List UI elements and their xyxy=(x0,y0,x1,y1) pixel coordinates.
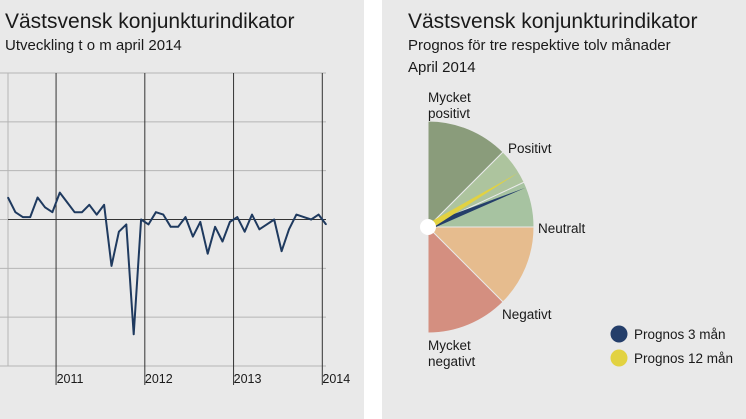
data-point xyxy=(147,223,150,226)
data-point xyxy=(95,213,98,216)
data-point xyxy=(66,201,68,204)
left-chart-subtitle: Utveckling t o m april 2014 xyxy=(5,37,182,54)
right-panel: Västsvensk konjunkturindikator Prognos f… xyxy=(382,0,746,419)
data-point xyxy=(258,228,261,231)
data-point xyxy=(206,252,209,255)
data-point xyxy=(81,211,83,213)
line-chart: 2011 2012 2013 2014 xyxy=(0,72,350,386)
gauge-segment xyxy=(426,226,535,303)
data-point xyxy=(214,226,216,228)
data-point xyxy=(184,216,187,218)
data-point xyxy=(325,223,327,226)
data-point xyxy=(51,211,54,213)
segment-label: Negativt xyxy=(502,307,552,322)
legend-label: Prognos 3 mån xyxy=(634,327,726,342)
segment-label: Mycket xyxy=(428,338,471,353)
legend-label: Prognos 12 mån xyxy=(634,351,733,366)
data-point xyxy=(303,216,305,218)
pointer-needle xyxy=(426,172,518,230)
data-point xyxy=(36,196,39,199)
pointer-needle xyxy=(426,187,526,230)
x-tick-label: 2013 xyxy=(234,372,262,386)
data-point xyxy=(266,223,268,226)
data-point xyxy=(288,228,290,231)
right-chart-subtitle: Prognos för tre respektive tolv månader xyxy=(408,37,671,54)
data-point xyxy=(110,265,113,267)
gauge-segment xyxy=(427,225,504,334)
right-chart-date: April 2014 xyxy=(408,59,476,76)
data-point xyxy=(295,213,298,216)
gauge-chart: MycketpositivtPositivtNeutraltNegativtMy… xyxy=(420,90,733,369)
data-point xyxy=(14,211,17,213)
segment-label: negativt xyxy=(428,354,476,369)
data-point xyxy=(29,216,31,218)
data-point xyxy=(125,223,128,226)
x-tick-label: 2014 xyxy=(322,372,350,386)
x-tick-label: 2011 xyxy=(57,372,84,386)
data-point xyxy=(199,221,202,223)
data-point xyxy=(251,213,253,216)
data-point xyxy=(280,250,283,253)
x-tick-label: 2012 xyxy=(145,372,173,386)
data-point xyxy=(221,240,224,243)
segment-label: Mycket xyxy=(428,90,471,105)
data-point xyxy=(21,216,24,218)
left-chart-title: Västsvensk konjunkturindikator xyxy=(5,10,295,33)
data-point xyxy=(310,218,313,221)
data-point xyxy=(88,204,91,206)
left-panel: Västsvensk konjunkturindikator Utvecklin… xyxy=(0,0,364,419)
data-point xyxy=(73,211,76,213)
data-point xyxy=(177,226,179,228)
segment-label: Neutralt xyxy=(538,221,586,236)
data-point xyxy=(132,333,135,336)
legend-swatch xyxy=(610,349,628,367)
data-point xyxy=(162,213,165,216)
data-point xyxy=(44,206,46,209)
data-point xyxy=(243,230,246,233)
right-chart-title: Västsvensk konjunkturindikator xyxy=(408,10,698,33)
segment-label: Positivt xyxy=(508,141,552,156)
data-point xyxy=(192,235,194,238)
gauge-segment xyxy=(427,120,504,229)
data-point xyxy=(236,216,239,218)
data-point xyxy=(58,191,61,194)
data-point xyxy=(140,218,142,221)
data-point xyxy=(273,218,276,221)
data-point xyxy=(103,204,105,206)
segment-label: positivt xyxy=(428,106,470,121)
data-point xyxy=(229,221,231,223)
data-point xyxy=(118,230,120,233)
gauge-hub xyxy=(420,219,436,235)
data-point xyxy=(7,196,9,199)
data-point xyxy=(169,226,172,228)
series-line xyxy=(7,191,327,336)
data-point xyxy=(317,213,320,216)
legend-swatch xyxy=(610,325,628,343)
data-point xyxy=(155,211,157,213)
